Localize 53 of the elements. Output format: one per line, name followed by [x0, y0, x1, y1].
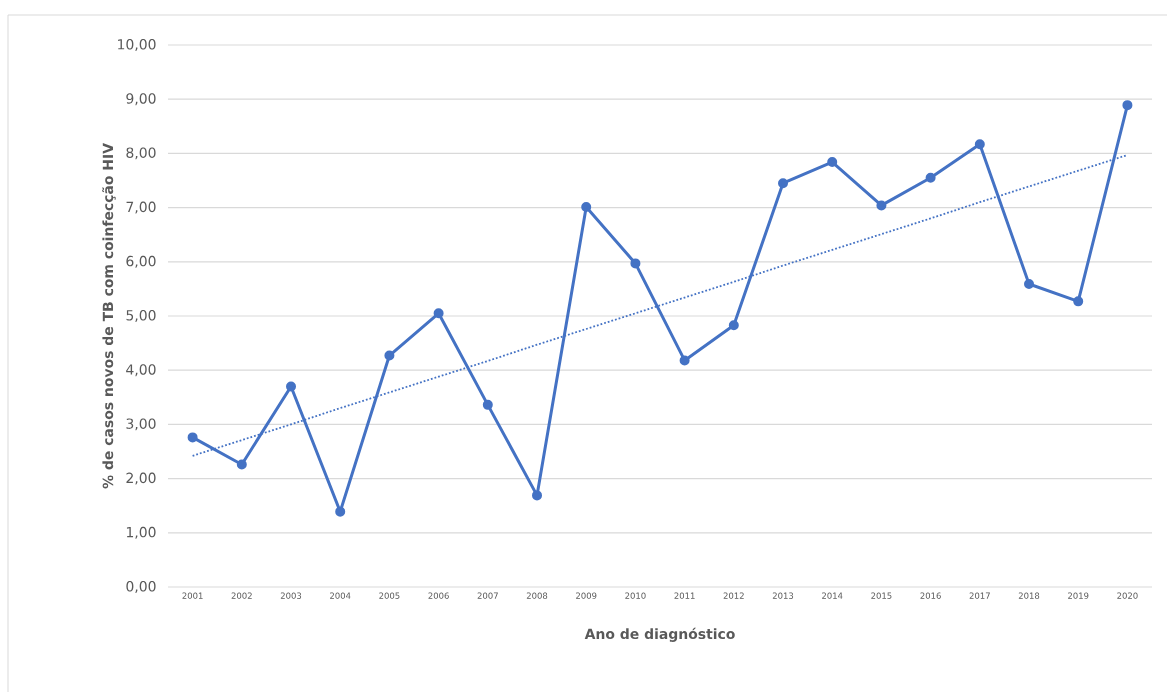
point — [433, 308, 444, 319]
point — [778, 178, 789, 189]
x-tick-label: 2018 — [1018, 592, 1040, 599]
x-tick-label: 2014 — [822, 592, 843, 599]
y-tick-label: 4,00 — [126, 364, 156, 377]
x-tick-label: 2010 — [625, 592, 646, 599]
point — [876, 200, 887, 211]
point — [827, 157, 838, 168]
x-tick-label: 2009 — [576, 592, 597, 599]
x-tick-label: 2012 — [723, 592, 744, 599]
point — [1024, 279, 1035, 290]
point — [925, 172, 936, 183]
x-tick-label: 2015 — [871, 592, 892, 599]
y-tick-label: 1,00 — [126, 526, 156, 539]
x-tick-label: 2002 — [231, 592, 252, 599]
point — [286, 381, 297, 392]
x-tick-label: 2006 — [428, 592, 449, 599]
point — [335, 506, 346, 517]
y-tick-label: 10,00 — [118, 38, 156, 51]
x-tick-label: 2008 — [526, 592, 548, 599]
x-tick-label: 2001 — [182, 592, 203, 599]
point — [187, 432, 198, 443]
y-tick-label: 3,00 — [126, 418, 156, 431]
x-axis-title: Ano de diagnóstico — [584, 627, 735, 642]
point — [384, 350, 395, 361]
y-tick-label: 8,00 — [126, 147, 156, 160]
y-tick-label: 9,00 — [126, 93, 156, 106]
point — [482, 399, 493, 410]
x-tick-label: 2017 — [969, 592, 990, 599]
point — [679, 355, 690, 366]
point — [1122, 100, 1133, 111]
point — [974, 139, 985, 150]
x-tick-label: 2019 — [1068, 592, 1089, 599]
x-tick-label: 2007 — [477, 592, 498, 599]
y-tick-label: 2,00 — [126, 472, 156, 485]
x-tick-label: 2011 — [674, 592, 695, 599]
y-tick-label: 5,00 — [126, 309, 156, 322]
x-tick-label: 2005 — [379, 592, 400, 599]
point — [581, 202, 592, 213]
y-tick-label: 7,00 — [126, 201, 156, 214]
point — [1073, 296, 1084, 307]
x-tick-label: 2016 — [920, 592, 941, 599]
y-tick-label: 0,00 — [126, 580, 156, 593]
x-tick-label: 2003 — [280, 592, 302, 599]
point — [236, 459, 247, 470]
x-tick-label: 2020 — [1117, 592, 1138, 599]
point — [532, 490, 543, 501]
point — [728, 320, 739, 331]
x-tick-label: 2004 — [330, 592, 351, 599]
point — [630, 258, 641, 269]
x-tick-label: 2013 — [772, 592, 794, 599]
y-tick-label: 6,00 — [126, 255, 156, 268]
y-axis-title: % de casos novos de TB com coinfecção HIV — [102, 143, 116, 489]
